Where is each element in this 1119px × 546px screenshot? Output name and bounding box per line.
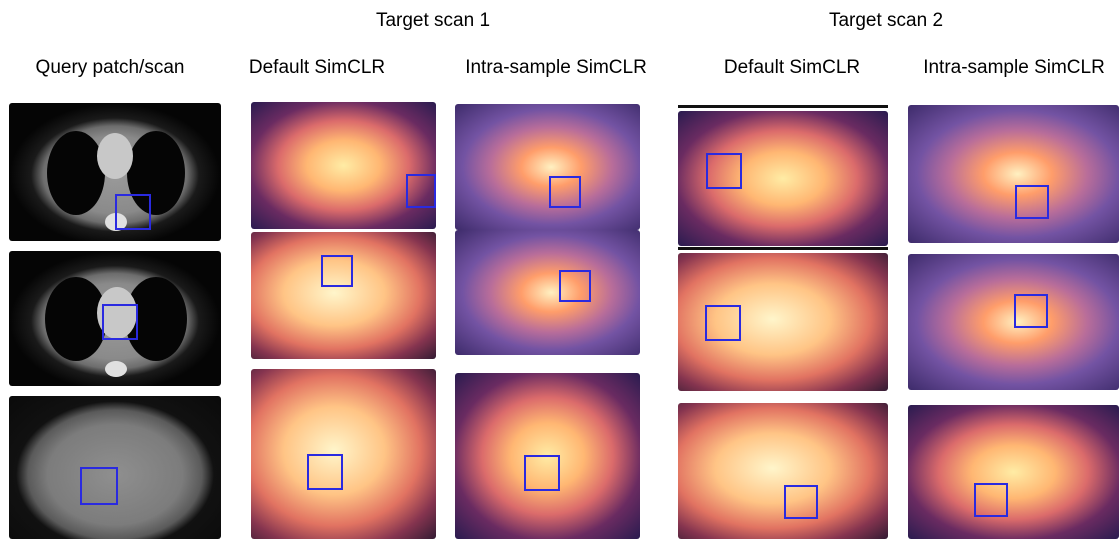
heatmap-default-1-row3: [251, 369, 436, 539]
matched-patch-box: [974, 483, 1008, 517]
heatmap-intra-2-row1: [908, 105, 1119, 243]
matched-patch-box: [307, 454, 343, 490]
matched-patch-box: [524, 455, 560, 491]
divider-line: [678, 247, 888, 250]
matched-patch-box: [706, 153, 742, 189]
heatmap-default-2-row2: [678, 253, 888, 391]
heatmap-intra-2-row2: [908, 254, 1119, 390]
matched-patch-box: [406, 174, 436, 208]
query-patch-box: [102, 304, 138, 340]
query-scan-chest-2: [9, 251, 221, 386]
default-simclr-2-label: Default SimCLR: [723, 57, 861, 78]
heatmap-intra-1-row2: [455, 230, 640, 355]
query-scan-chest-1: [9, 103, 221, 241]
target-scan-1-header: Target scan 1: [375, 10, 491, 31]
matched-patch-box: [1014, 294, 1048, 328]
query-patch-box: [80, 467, 118, 505]
heatmap-intra-2-row3: [908, 405, 1119, 539]
query-scan-abdomen: [9, 396, 221, 539]
heatmap-intra-1-row1: [455, 104, 640, 230]
heatmap-default-1-row2: [251, 232, 436, 359]
query-column-label: Query patch/scan: [35, 57, 185, 78]
target-scan-2-header: Target scan 2: [828, 10, 944, 31]
matched-patch-box: [705, 305, 741, 341]
matched-patch-box: [321, 255, 353, 287]
intra-simclr-2-label: Intra-sample SimCLR: [923, 57, 1105, 78]
heatmap-default-2-row3: [678, 403, 888, 539]
default-simclr-1-label: Default SimCLR: [248, 57, 386, 78]
intra-simclr-1-label: Intra-sample SimCLR: [465, 57, 647, 78]
heatmap-intra-1-row3: [455, 373, 640, 539]
matched-patch-box: [549, 176, 581, 208]
matched-patch-box: [559, 270, 591, 302]
matched-patch-box: [1015, 185, 1049, 219]
query-patch-box: [115, 194, 151, 230]
matched-patch-box: [784, 485, 818, 519]
heatmap-default-2-row1: [678, 111, 888, 246]
divider-line: [678, 105, 888, 108]
heatmap-default-1-row1: [251, 102, 436, 229]
